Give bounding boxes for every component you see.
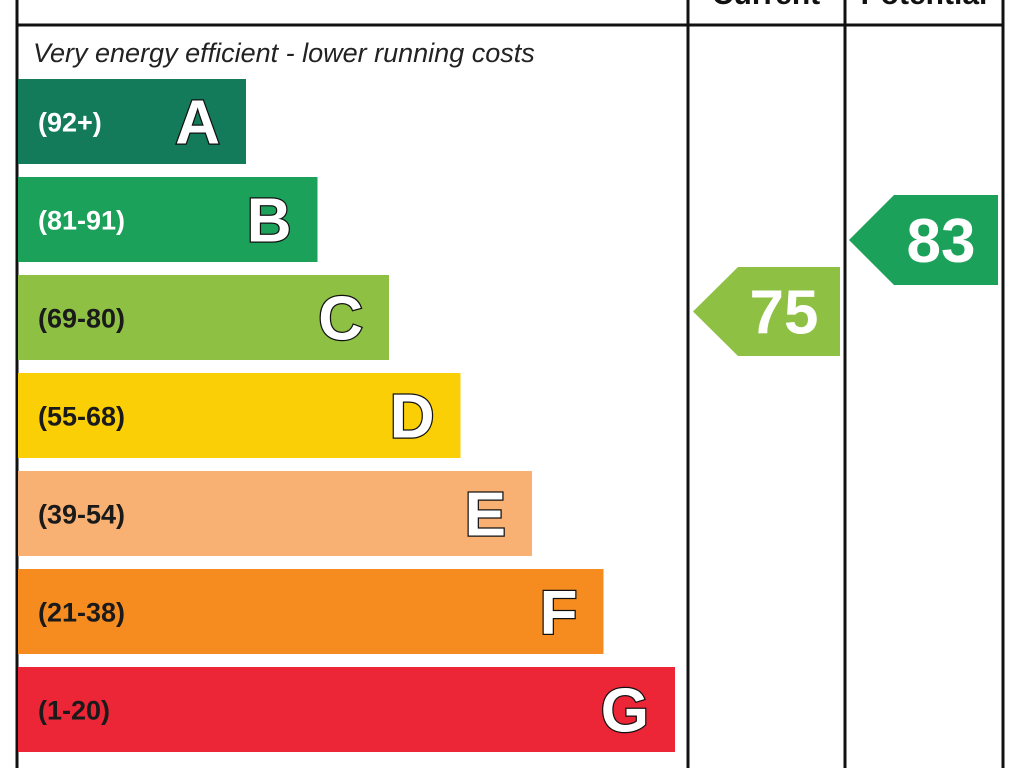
band-letter: C bbox=[318, 285, 363, 354]
band-letter: B bbox=[247, 187, 292, 256]
band-range: (21-38) bbox=[38, 598, 125, 628]
band-bar bbox=[18, 275, 389, 360]
band-bar bbox=[18, 373, 461, 458]
band-bar bbox=[18, 569, 604, 654]
potential-value: 83 bbox=[907, 207, 976, 276]
band-range: (81-91) bbox=[38, 206, 125, 236]
band-letter: E bbox=[465, 481, 506, 550]
band-bar bbox=[18, 471, 532, 556]
band-bar bbox=[18, 79, 246, 164]
band-letter: F bbox=[540, 579, 578, 648]
header-current: Current bbox=[712, 0, 820, 11]
band-range: (92+) bbox=[38, 108, 102, 138]
band-range: (1-20) bbox=[38, 696, 110, 726]
band-bar bbox=[18, 667, 675, 752]
current-value: 75 bbox=[750, 279, 819, 348]
potential-arrow bbox=[849, 195, 998, 285]
band-letter: G bbox=[601, 677, 649, 746]
band-range: (69-80) bbox=[38, 304, 125, 334]
band-range: (55-68) bbox=[38, 402, 125, 432]
band-bar bbox=[18, 177, 318, 262]
header-potential: Potential bbox=[861, 0, 988, 11]
current-arrow bbox=[693, 267, 840, 356]
band-letter: D bbox=[390, 383, 435, 452]
caption: Very energy efficient - lower running co… bbox=[33, 38, 535, 68]
band-range: (39-54) bbox=[38, 500, 125, 530]
band-letter: A bbox=[175, 89, 220, 158]
